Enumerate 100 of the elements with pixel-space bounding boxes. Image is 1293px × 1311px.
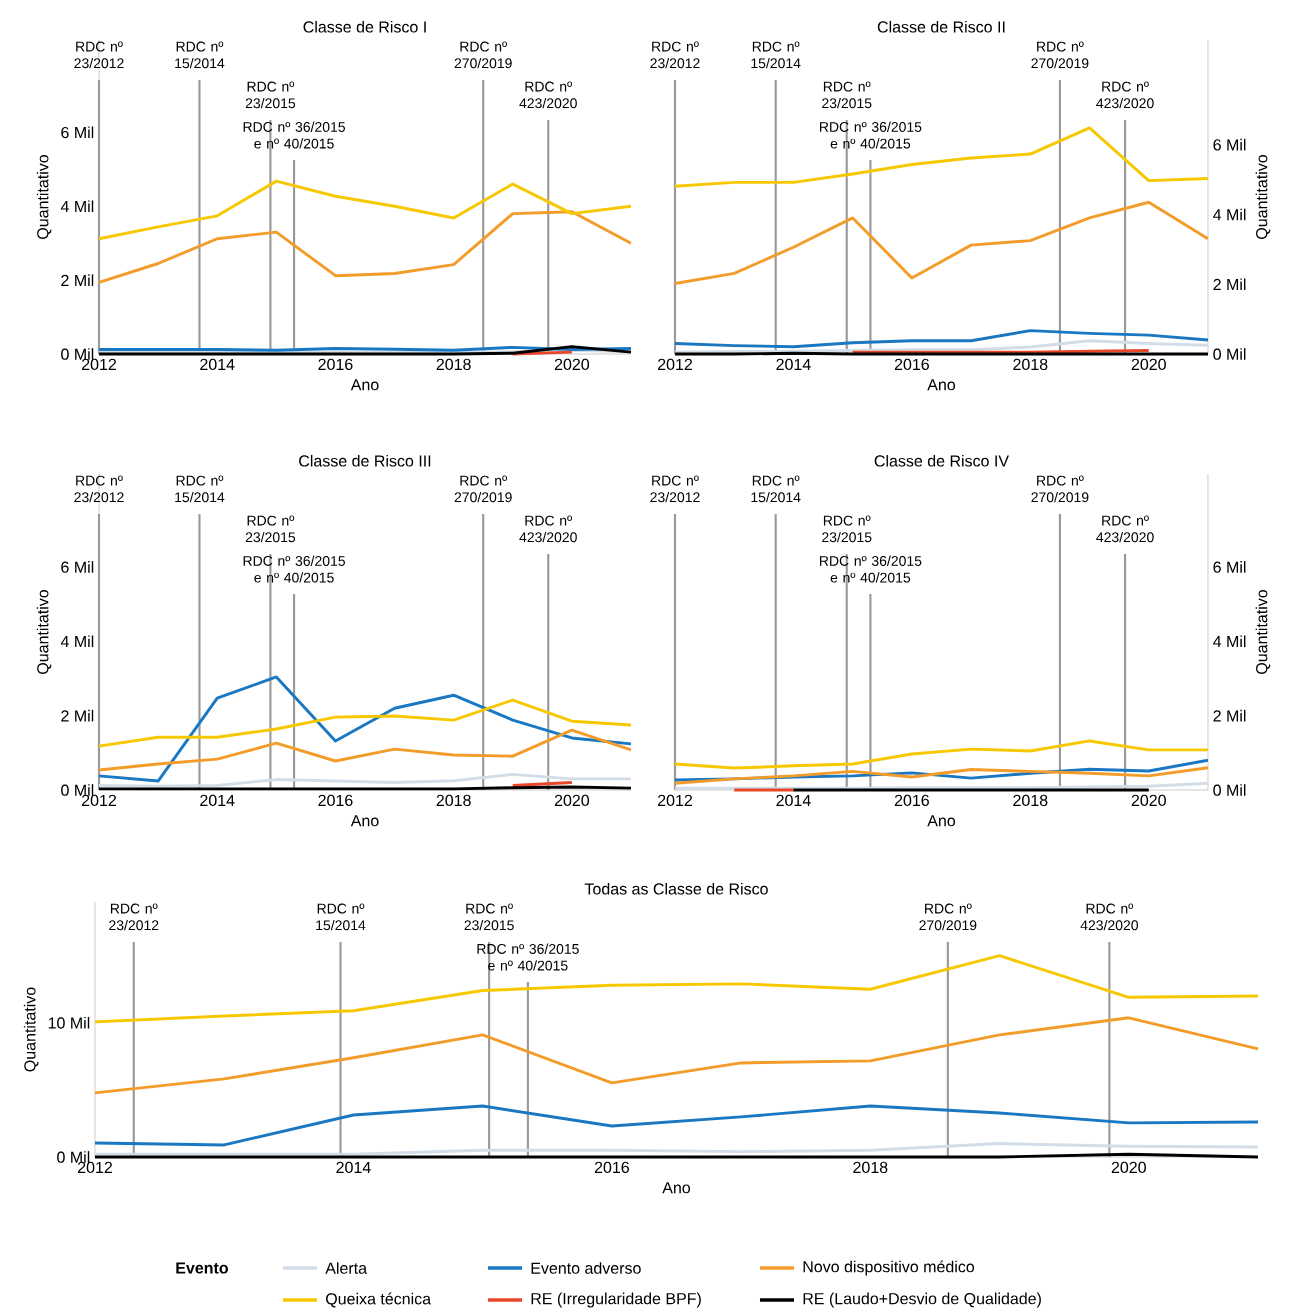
ref-line-label: RDC nº 15/2014 [751,41,801,69]
x-tick-label: 2020 [1131,358,1166,371]
x-tick-label: 2020 [1131,794,1166,807]
y-tick-label: 4 Mil [60,200,94,213]
ref-line-label: RDC nº 23/2015 [822,515,872,543]
line-series [97,698,633,748]
ref-line-label: RDC nº 36/2015 e nº 40/2015 [243,555,346,583]
x-axis-title: Ano [927,815,956,827]
y-tick-label: 2 Mil [1213,278,1246,291]
line-series [673,329,1210,349]
line-series [97,179,633,241]
x-tick-label: 2016 [318,794,353,807]
x-tick-label: 2012 [658,358,692,371]
x-tick-label: 2018 [1013,794,1048,807]
x-tick-label: 2020 [554,794,590,807]
ref-line-label: RDC nº 423/2020 [519,515,577,543]
y-tick-label: 10 Mil [48,1016,90,1029]
line-series [93,954,1260,1024]
chart-title: Todas as Classe de Risco [584,882,768,895]
ref-line-label: RDC nº 23/2012 [109,903,159,931]
y-tick-label: 4 Mil [60,635,94,648]
y-tick-label: 2 Mil [61,274,94,286]
x-tick-label: 2016 [594,1161,629,1174]
ref-line-label: RDC nº 23/2012 [650,41,700,69]
ref-line-label: RDC nº 270/2019 [919,903,977,931]
x-tick-label: 2018 [436,794,471,807]
y-tick-label: 0 Mil [61,784,94,796]
ref-line-label: RDC nº 23/2012 [74,475,124,503]
x-tick-label: 2016 [894,358,929,371]
ref-line-label: RDC nº 23/2012 [74,41,124,69]
line-series [93,1104,1260,1147]
ref-line-label: RDC nº 36/2015 e nº 40/2015 [243,121,346,149]
legend-label: RE (Irregularidade BPF) [531,1292,701,1308]
ref-line-label: RDC nº 23/2012 [650,475,700,503]
y-tick-label: 2 Mil [1213,709,1246,722]
x-tick-label: 2014 [200,794,235,807]
legend-label: Evento adverso [531,1262,641,1274]
x-tick-label: 2014 [200,358,235,371]
x-axis-title: Ano [662,1182,691,1194]
y-tick-label: 6 Mil [61,126,94,139]
y-tick-label: 6 Mil [61,561,94,573]
y-tick-label: 0 Mil [57,1151,90,1163]
y-axis-title: Quantitativo [36,590,52,674]
y-tick-label: 0 Mil [61,348,94,360]
y-axis-title: Quantitativo [23,987,39,1072]
x-tick-label: 2014 [776,794,811,807]
ref-line-label: RDC nº 270/2019 [454,41,512,69]
ref-line-label: RDC nº 36/2015 e nº 40/2015 [477,943,579,971]
line-series [673,339,1210,354]
chart-title: Classe de Risco II [877,20,1005,33]
ref-line-label: RDC nº 23/2015 [822,81,872,109]
ref-line-label: RDC nº 23/2015 [245,515,296,543]
ref-line-label: RDC nº 423/2020 [1096,515,1154,543]
x-tick-label: 2012 [658,794,692,807]
y-tick-label: 2 Mil [61,709,94,722]
y-tick-label: 0 Mil [1213,348,1246,360]
y-axis-title: Quantitativo [1255,590,1271,674]
y-tick-label: 6 Mil [1213,138,1246,151]
ref-line-label: RDC nº 423/2020 [519,81,577,109]
chart-title: Classe de Risco IV [874,454,1009,467]
ref-line-label: RDC nº 270/2019 [1031,41,1089,69]
ref-line-label: RDC nº 15/2014 [175,41,225,69]
x-tick-label: 2020 [554,358,590,371]
ref-line-label: RDC nº 15/2014 [751,475,801,503]
chart-title: Classe de Risco III [299,454,431,467]
ref-line-label: RDC nº 270/2019 [454,475,512,503]
x-tick-label: 2018 [1013,358,1048,371]
ref-line-label: RDC nº 23/2015 [245,81,296,109]
line-series [673,200,1210,285]
x-tick-label: 2014 [336,1161,371,1174]
ref-line-label: RDC nº 423/2020 [1080,903,1139,931]
ref-line-label: RDC nº 36/2015 e nº 40/2015 [819,121,922,149]
chart-title: Classe de Risco I [303,20,426,33]
y-tick-label: 4 Mil [1213,635,1246,648]
line-series [673,739,1210,770]
legend-title: Evento [176,1262,228,1274]
y-tick-label: 4 Mil [1213,208,1246,221]
x-tick-label: 2012 [78,1161,112,1174]
legend-label: RE (Laudo+Desvio de Qualidade) [803,1292,1041,1308]
line-series [93,1016,1260,1095]
legend-label: Alerta [325,1262,368,1274]
ref-line-label: RDC nº 23/2015 [464,903,514,931]
y-tick-label: 6 Mil [1213,561,1246,573]
ref-line-label: RDC nº 36/2015 e nº 40/2015 [819,555,922,583]
x-tick-label: 2016 [894,794,929,807]
ref-line-label: RDC nº 15/2014 [175,475,225,503]
x-tick-label: 2018 [853,1161,888,1174]
line-series [97,675,633,783]
x-axis-title: Ano [350,379,379,391]
y-axis-title: Quantitativo [1255,154,1271,239]
x-axis-title: Ano [350,815,379,827]
ref-line-label: RDC nº 423/2020 [1096,81,1154,109]
y-axis-title: Quantitativo [36,154,52,239]
x-tick-label: 2020 [1111,1161,1146,1174]
x-tick-label: 2012 [82,358,116,371]
x-tick-label: 2016 [318,358,353,371]
x-tick-label: 2018 [436,358,471,371]
ref-line-label: RDC nº 15/2014 [316,903,366,931]
x-tick-label: 2012 [82,794,116,807]
line-series [97,728,633,772]
